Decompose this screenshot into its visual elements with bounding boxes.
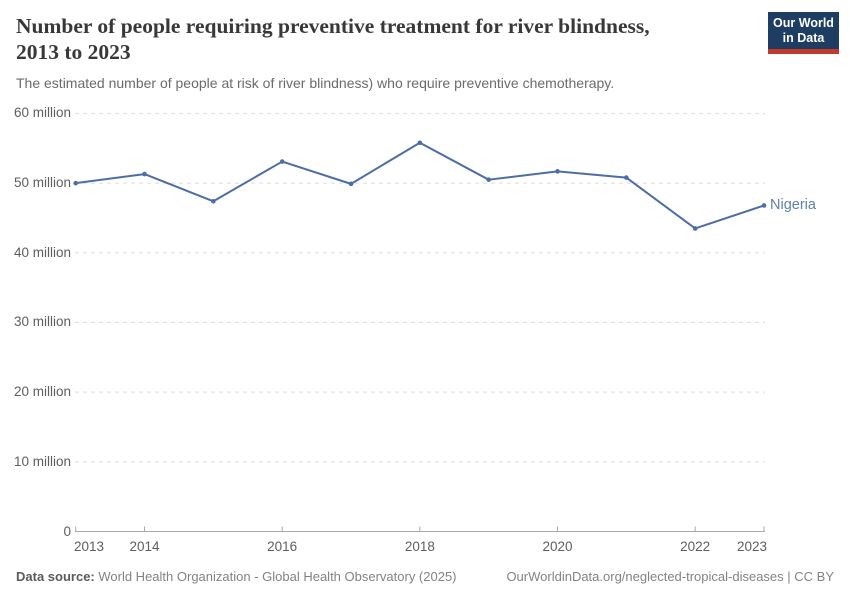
owid-url-link[interactable]: OurWorldinData.org/neglected-tropical-di…: [506, 569, 834, 584]
y-tick-label: 20 million: [13, 384, 71, 400]
x-tick-label: 2016: [267, 539, 298, 554]
series-label-nigeria[interactable]: Nigeria: [770, 197, 816, 214]
y-tick-label: 60 million: [13, 105, 71, 121]
data-point[interactable]: [142, 171, 147, 177]
data-point[interactable]: [73, 180, 78, 186]
logo-line1: Our World: [773, 16, 834, 30]
data-point[interactable]: [417, 140, 423, 146]
x-tick-label: 2014: [129, 539, 160, 554]
y-tick-label: 40 million: [13, 244, 71, 260]
y-tick-label: 50 million: [13, 175, 71, 191]
chart-title-line1: Number of people requiring preventive tr…: [16, 14, 650, 38]
x-tick-label: 2018: [404, 539, 435, 554]
data-point[interactable]: [348, 181, 354, 187]
owid-logo[interactable]: Our World in Data: [768, 12, 839, 54]
data-source-label: Data source:: [16, 569, 95, 584]
data-point[interactable]: [692, 226, 698, 231]
trend-line-nigeria[interactable]: [74, 141, 765, 230]
data-point[interactable]: [211, 198, 216, 204]
data-source-text: World Health Organization - Global Healt…: [94, 569, 457, 584]
data-point[interactable]: [486, 177, 491, 182]
y-tick-label: 30 million: [13, 314, 71, 330]
data-point[interactable]: [555, 169, 560, 174]
data-source-note: Data source: World Health Organization -…: [16, 569, 457, 584]
chart-title: Number of people requiring preventive tr…: [16, 13, 756, 65]
y-tick-label: 10 million: [13, 453, 71, 469]
logo-line2: in Data: [782, 31, 825, 45]
x-tick-label: 2023: [736, 539, 768, 554]
chart-subtitle: The estimated number of people at risk o…: [16, 75, 615, 91]
chart-title-line2: 2013 to 2023: [16, 40, 131, 64]
x-tick-label: 2022: [680, 539, 711, 554]
x-tick-label: 2013: [73, 539, 105, 554]
data-point[interactable]: [624, 175, 629, 180]
data-point[interactable]: [279, 159, 285, 164]
data-point[interactable]: [761, 203, 767, 208]
chart-footer: Data source: World Health Organization -…: [16, 569, 834, 584]
x-tick-label: 2020: [542, 539, 573, 554]
y-tick-label: 0: [63, 523, 71, 539]
